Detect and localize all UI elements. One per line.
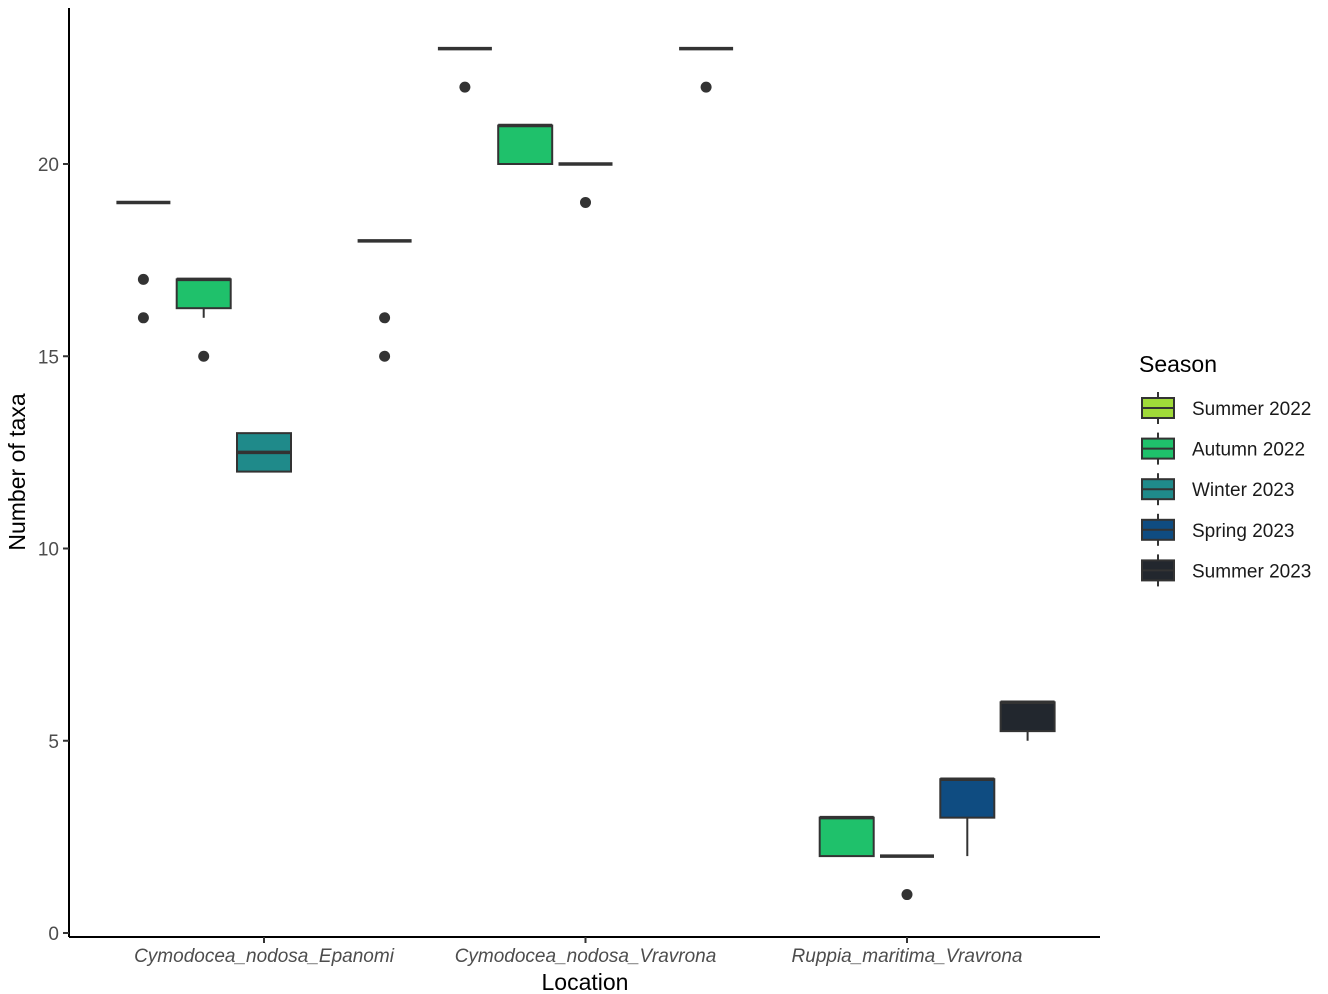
box — [175, 278, 232, 310]
x-tick-label: Cymodocea_nodosa_Epanomi — [134, 946, 395, 967]
legend-label: Winter 2023 — [1192, 480, 1294, 501]
y-axis-title: Number of taxa — [4, 393, 30, 550]
x-axis-title: Location — [542, 969, 629, 994]
y-tick-label: 0 — [48, 924, 59, 945]
x-ticks: Cymodocea_nodosa_Epanomi Cymodocea_nodosa… — [134, 937, 1022, 967]
series-winter-2023 — [236, 162, 934, 901]
series-summer-2023 — [357, 46, 1056, 741]
x-tick-label: Ruppia_maritima_Vravrona — [792, 946, 1023, 967]
y-tick-label: 5 — [48, 732, 59, 753]
outlier-point — [580, 196, 591, 208]
legend-label: Autumn 2022 — [1192, 440, 1305, 461]
legend-title: Season — [1139, 351, 1217, 377]
legend-item: Summer 2023 — [1141, 554, 1311, 587]
legend-item: Winter 2023 — [1141, 473, 1294, 506]
legend-item: Spring 2023 — [1141, 513, 1294, 546]
outlier-point — [137, 312, 149, 324]
outlier-point — [198, 350, 210, 362]
legend-item: Autumn 2022 — [1141, 432, 1305, 465]
outlier-point — [379, 350, 391, 362]
legend-label: Summer 2023 — [1192, 561, 1311, 582]
plot-area — [116, 46, 1056, 901]
box — [999, 701, 1056, 733]
y-tick-label: 15 — [38, 347, 59, 368]
box — [939, 778, 996, 819]
box — [818, 816, 875, 858]
series-spring-2023 — [939, 777, 996, 857]
y-ticks: 0 5 10 15 20 — [38, 155, 69, 945]
x-tick-label: Cymodocea_nodosa_Vravrona — [455, 946, 717, 967]
legend-label: Spring 2023 — [1192, 521, 1294, 542]
series-autumn-2022 — [175, 123, 875, 858]
outlier-point — [901, 889, 913, 901]
outlier-point — [459, 81, 471, 93]
y-tick-label: 20 — [38, 155, 59, 176]
outlier-point — [700, 81, 712, 93]
legend-item: Summer 2022 — [1141, 392, 1311, 424]
y-tick-label: 10 — [38, 540, 59, 561]
series-summer-2022 — [116, 46, 492, 324]
outlier-point — [137, 273, 149, 285]
box — [497, 124, 554, 166]
legend-label: Summer 2022 — [1192, 399, 1311, 420]
legend: Season Summer 2022 Autumn 2022 Winter 2023… — [1139, 351, 1311, 587]
outlier-point — [379, 312, 391, 324]
